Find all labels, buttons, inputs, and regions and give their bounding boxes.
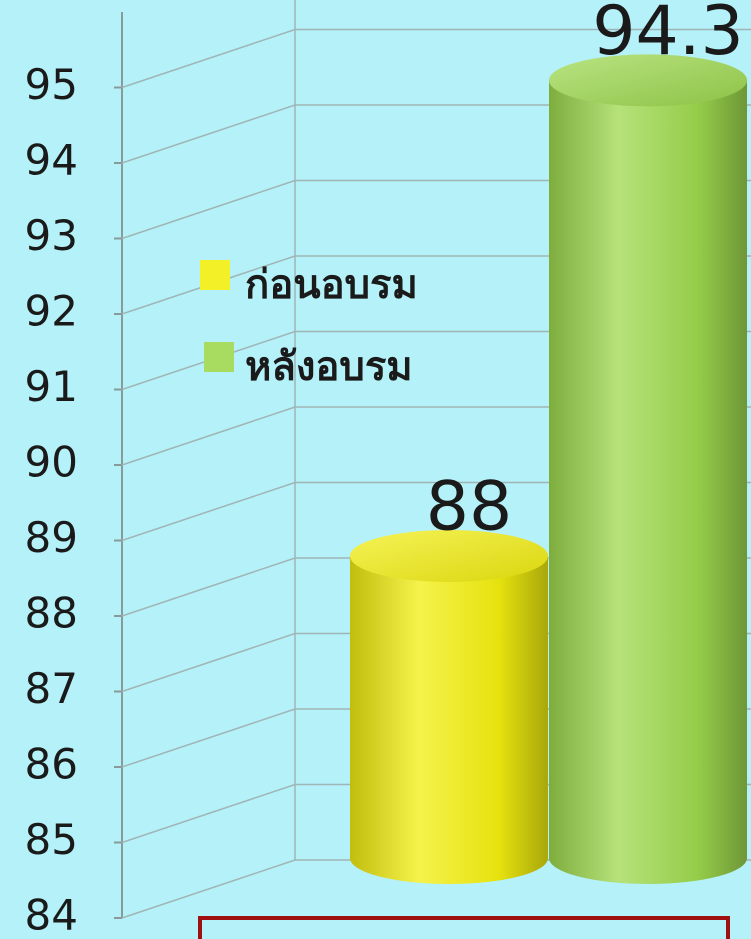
y-tick-label: 90: [25, 438, 78, 487]
legend-label: หลังอบรม: [245, 344, 413, 390]
bar-top: [350, 530, 548, 582]
grid-line: [121, 28, 751, 89]
y-tick-label: 94: [25, 136, 78, 185]
y-tick-label: 91: [25, 362, 78, 411]
y-tick-label: 93: [25, 211, 78, 260]
legend-swatch: [204, 342, 234, 372]
y-tick-label: 84: [25, 891, 78, 939]
y-tick-label: 86: [25, 740, 78, 789]
legend-label: ก่อนอบรม: [245, 262, 418, 308]
y-tick-label: 95: [25, 60, 78, 109]
bar-top: [549, 54, 747, 107]
y-tick-label: 89: [25, 513, 78, 562]
y-tick-label: 88: [25, 589, 78, 638]
legend-swatch: [200, 260, 230, 290]
y-tick-label: 87: [25, 664, 78, 713]
bar: [350, 556, 548, 884]
data-label: 94.3: [592, 0, 743, 71]
bar: [549, 80, 747, 885]
y-tick-label: 92: [25, 287, 78, 336]
category-box: [198, 916, 730, 939]
data-label: 88: [426, 468, 513, 547]
y-tick-label: 85: [25, 815, 78, 864]
